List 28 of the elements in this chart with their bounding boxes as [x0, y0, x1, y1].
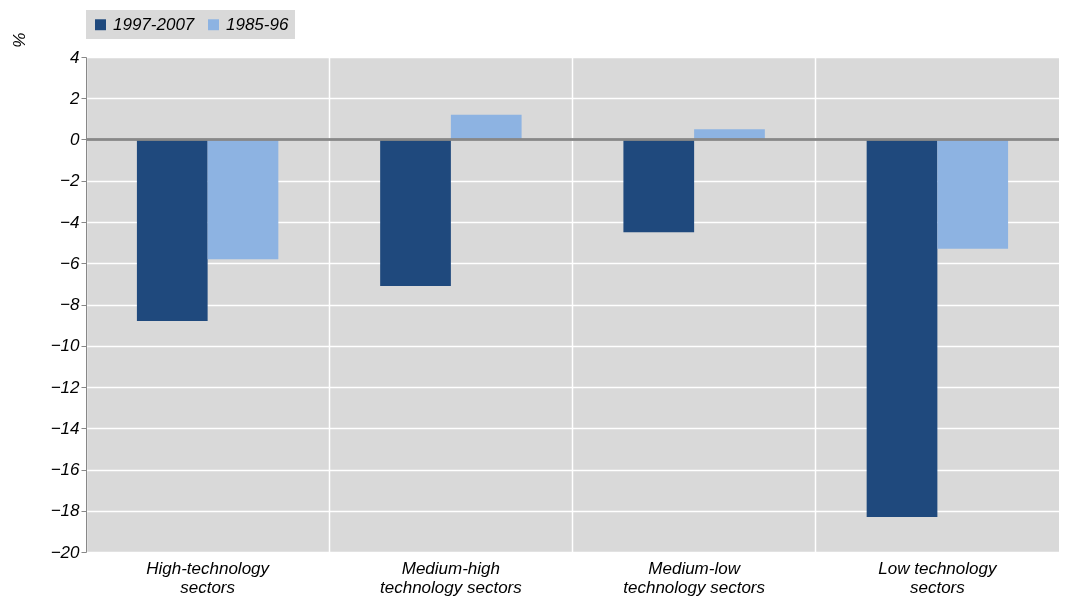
- y-tick-label: 0: [70, 130, 81, 149]
- bar: [866, 139, 938, 517]
- x-tick-label: Low technology sectors: [878, 558, 998, 597]
- y-tick-label: −12: [50, 377, 81, 397]
- bar: [937, 139, 1009, 249]
- y-tick-label: 4: [70, 47, 80, 67]
- y-tick-label: −18: [50, 501, 81, 521]
- y-tick-label: −20: [50, 542, 81, 562]
- x-tick-label: High-technology sectors: [146, 558, 271, 597]
- y-tick-label: 2: [69, 88, 81, 108]
- y-tick-label: −4: [60, 212, 80, 232]
- legend-label: 1985-96: [226, 14, 289, 34]
- legend-label: 1997-2007: [113, 14, 195, 34]
- y-tick-label: −10: [50, 336, 81, 356]
- bar: [694, 129, 765, 140]
- y-axis-title: %: [9, 32, 29, 48]
- y-tick-label: −2: [60, 171, 81, 191]
- bar: [207, 139, 279, 260]
- y-tick-label: −6: [60, 253, 81, 273]
- y-tick-label: −14: [50, 418, 80, 438]
- bar: [136, 139, 208, 321]
- bar: [623, 139, 695, 233]
- bar: [450, 114, 522, 140]
- y-tick-label: −8: [60, 295, 81, 314]
- y-tick-label: −16: [50, 460, 81, 479]
- bar: [380, 139, 451, 286]
- x-tick-label: Medium-low technology sectors: [623, 558, 766, 597]
- x-tick-label: Medium-high technology sectors: [380, 558, 523, 597]
